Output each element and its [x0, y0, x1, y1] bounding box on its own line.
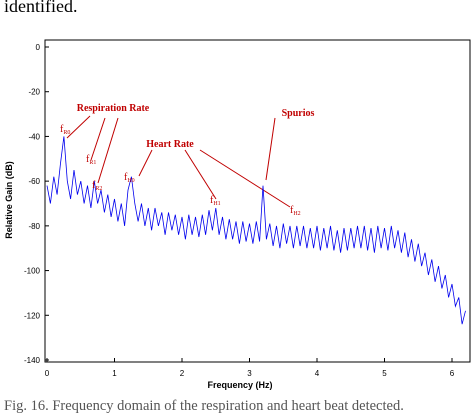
- peak-label-base: f: [92, 180, 96, 191]
- peak-label-sub: H2: [293, 211, 300, 217]
- x-tick-label: 1: [112, 369, 117, 378]
- arrow: [97, 117, 119, 184]
- peak-label: fH2: [290, 205, 301, 217]
- peak-label: fH0: [124, 172, 135, 184]
- arrow: [265, 117, 276, 181]
- peak-label-base: f: [210, 195, 214, 206]
- y-tick-label: -20: [28, 88, 40, 97]
- x-tick-label: 0: [45, 369, 50, 378]
- peak-label-base: f: [60, 124, 64, 135]
- caption: Fig. 16. Frequency domain of the respira…: [4, 398, 404, 414]
- peak-label-base: f: [290, 205, 294, 216]
- y-tick-label: -140: [24, 356, 41, 365]
- peak-label-sub: R0: [63, 130, 70, 136]
- y-tick-label: -100: [24, 267, 41, 276]
- y-tick-label: -60: [28, 177, 40, 186]
- annotation: Heart Rate: [146, 139, 194, 150]
- x-tick-label: 2: [180, 369, 185, 378]
- x-tick-label: 4: [315, 369, 320, 378]
- peak-label-sub: H1: [213, 201, 220, 207]
- arrow: [66, 115, 91, 139]
- arrow: [184, 149, 217, 200]
- arrow: [90, 117, 106, 161]
- peak-label-sub: R1: [89, 160, 96, 166]
- x-axis-label: Frequency (Hz): [207, 380, 272, 390]
- peak-label-sub: H0: [127, 178, 134, 184]
- y-tick-label: -40: [28, 132, 40, 141]
- annotation-arrows: [66, 115, 291, 208]
- peak-label-base: f: [86, 154, 90, 165]
- x-tick-label: 6: [450, 369, 455, 378]
- peak-label: fR0: [60, 124, 70, 136]
- y-tick-label: -120: [24, 311, 41, 320]
- annotation: Respiration Rate: [77, 103, 150, 114]
- x-tick-label: 5: [382, 369, 387, 378]
- annotation: Spurios: [282, 108, 315, 119]
- peak-label: fR1: [86, 154, 96, 166]
- spectrum-line: [46, 136, 466, 325]
- arrow: [138, 149, 153, 177]
- x-tick-label: 3: [247, 369, 252, 378]
- peak-label-base: f: [124, 172, 128, 183]
- y-tick-label: -80: [28, 222, 40, 231]
- arrow: [199, 149, 291, 208]
- peak-label: fR2: [92, 180, 102, 192]
- y-tick-label: 0: [36, 43, 41, 52]
- plot-frame: [44, 39, 471, 363]
- peak-label: fH1: [210, 195, 221, 207]
- header-text: identified.: [4, 0, 77, 16]
- y-axis-label: Relative Gain (dB): [4, 161, 14, 239]
- peak-label-sub: R2: [95, 186, 102, 192]
